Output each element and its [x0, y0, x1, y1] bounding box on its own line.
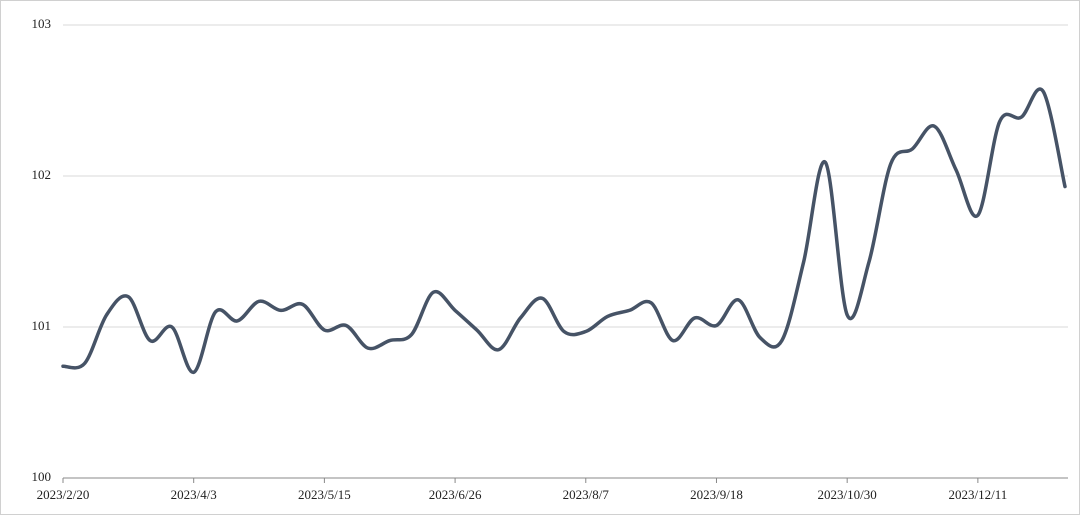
x-tick-label: 2023/6/26 [429, 487, 482, 502]
x-tick-label: 2023/8/7 [563, 487, 610, 502]
y-tick-label: 101 [32, 318, 52, 333]
x-tick-label: 2023/12/11 [948, 487, 1007, 502]
x-tick-label: 2023/10/30 [818, 487, 877, 502]
x-tick-label: 2023/5/15 [298, 487, 351, 502]
y-tick-label: 100 [32, 469, 52, 484]
y-tick-label: 102 [32, 167, 52, 182]
y-tick-label: 103 [32, 16, 52, 31]
x-tick-label: 2023/4/3 [171, 487, 217, 502]
x-tick-label: 2023/2/20 [37, 487, 90, 502]
x-tick-label: 2023/9/18 [690, 487, 743, 502]
line [61, 87, 1067, 375]
